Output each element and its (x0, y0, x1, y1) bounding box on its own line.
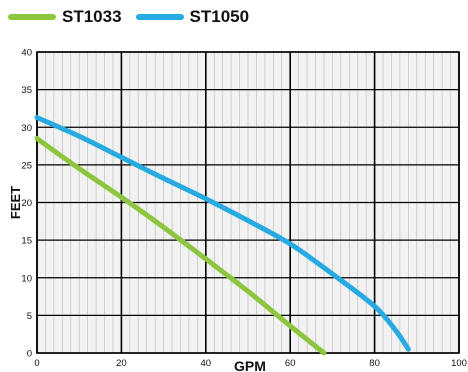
plot-frame (36, 51, 460, 354)
x-tick-label: 0 (34, 358, 39, 369)
x-tick-label: 60 (285, 358, 296, 369)
legend-swatch-st1033 (8, 14, 56, 20)
series-line-st1050 (34, 115, 411, 352)
y-tick-label: 5 (27, 311, 32, 322)
y-tick-label: 40 (21, 48, 32, 59)
y-tick-label: 20 (21, 198, 32, 209)
x-axis-label: GPM (234, 358, 266, 372)
legend-label-st1033: ST1033 (62, 7, 122, 26)
legend-item-st1050: ST1050 (135, 7, 250, 27)
legend-label-st1050: ST1050 (189, 7, 250, 26)
y-tick-label: 10 (21, 273, 32, 284)
legend: ST1033 ST1050 (8, 4, 263, 30)
x-tick-label: 20 (116, 358, 127, 369)
y-tick-label: 35 (21, 85, 32, 96)
legend-swatch-st1050 (135, 14, 184, 20)
series-line-st1033 (34, 136, 327, 356)
y-tick-label: 30 (21, 123, 32, 134)
x-tick-label: 40 (201, 358, 212, 369)
y-axis-label: FEET (8, 186, 23, 219)
y-tick-label: 0 (27, 349, 32, 360)
y-tick-label: 25 (21, 160, 32, 171)
x-tick-label: 100 (451, 358, 467, 369)
x-tick-label: 80 (369, 358, 380, 369)
legend-item-st1033: ST1033 (8, 7, 122, 27)
y-tick-label: 15 (21, 236, 32, 247)
